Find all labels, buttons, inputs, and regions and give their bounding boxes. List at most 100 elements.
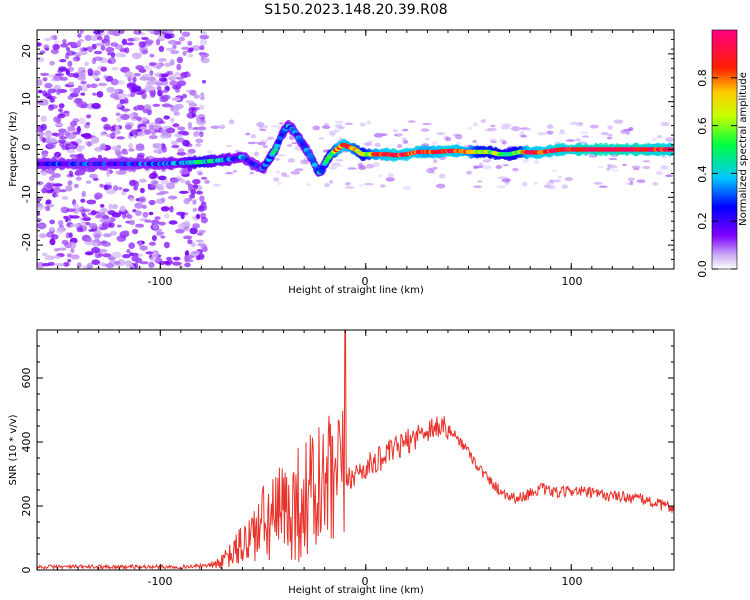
heatmap-noise-cell <box>51 173 61 178</box>
heatmap-noise-cell <box>37 211 41 216</box>
heatmap-noise-cell <box>274 158 280 161</box>
heatmap-noise-cell <box>522 181 528 187</box>
heatmap-noise-cell <box>134 262 139 269</box>
heatmap-noise-cell <box>58 67 68 72</box>
heatmap-noise-cell <box>121 53 127 58</box>
heatmap-noise-cell <box>287 158 296 163</box>
heatmap-noise-cell <box>387 172 394 178</box>
heatmap-noise-cell <box>167 39 178 45</box>
heatmap-noise-cell <box>51 234 59 240</box>
heatmap-noise-cell <box>81 213 88 218</box>
heatmap-noise-cell <box>42 263 50 267</box>
heatmap-noise-cell <box>168 195 178 200</box>
heatmap-noise-cell <box>59 59 67 63</box>
heatmap-noise-cell <box>537 132 547 136</box>
heatmap-noise-cell <box>600 132 609 136</box>
heatmap-noise-cell <box>93 50 103 55</box>
heatmap-noise-cell <box>85 122 91 126</box>
heatmap-noise-cell <box>422 122 432 126</box>
heatmap-noise-cell <box>80 87 88 92</box>
heatmap-noise-cell <box>306 183 312 187</box>
heatmap-noise-cell <box>520 134 528 138</box>
heatmap-noise-cell <box>142 211 149 218</box>
heatmap-noise-cell <box>165 182 176 190</box>
heatmap-noise-cell <box>219 124 225 129</box>
heatmap-noise-cell <box>91 247 101 254</box>
heatmap-noise-cell <box>115 125 120 132</box>
heatmap-noise-cell <box>608 157 618 161</box>
heatmap-noise-cell <box>117 80 125 85</box>
heatmap-noise-cell <box>92 242 99 247</box>
heatmap-noise-cell <box>86 262 94 269</box>
heatmap-ytick-label-neg20: -20 <box>20 233 33 251</box>
heatmap-noise-cell <box>598 185 608 188</box>
snr-xtick-label-0: 0 <box>362 575 369 588</box>
heatmap-noise-cell <box>402 185 412 190</box>
heatmap-noise-cell <box>88 228 95 232</box>
heatmap-noise-cell <box>500 125 511 130</box>
heatmap-noise-cell <box>65 185 73 192</box>
heatmap-noise-cell <box>60 206 68 213</box>
heatmap-noise-cell <box>147 64 153 71</box>
heatmap-noise-cell <box>57 220 64 226</box>
heatmap-noise-cell <box>192 250 201 254</box>
heatmap-noise-cell <box>91 136 100 144</box>
heatmap-noise-cell <box>181 46 190 50</box>
heatmap-noise-cell <box>50 137 58 144</box>
heatmap-noise-cell <box>169 80 178 86</box>
heatmap-noise-cell <box>200 176 208 180</box>
heatmap-noise-cell <box>204 179 210 184</box>
heatmap-noise-cell <box>385 177 395 182</box>
heatmap-noise-cell <box>139 178 147 183</box>
heatmap-noise-cell <box>57 247 67 251</box>
heatmap-noise-cell <box>126 214 133 220</box>
heatmap-noise-cell <box>131 52 142 59</box>
heatmap-noise-cell <box>185 100 195 104</box>
heatmap-noise-cell <box>82 132 92 140</box>
heatmap-noise-cell <box>189 194 196 199</box>
heatmap-noise-cell <box>623 128 632 132</box>
heatmap-noise-cell <box>107 210 116 216</box>
heatmap-noise-cell <box>435 183 446 189</box>
heatmap-noise-cell <box>199 39 208 46</box>
heatmap-noise-cell <box>121 190 127 196</box>
heatmap-noise-cell <box>502 164 509 167</box>
heatmap-noise-cell <box>67 125 76 132</box>
heatmap-noise-cell <box>90 210 97 216</box>
snr-ytick-label-0: 0 <box>20 567 33 574</box>
heatmap-noise-cell <box>80 80 87 85</box>
heatmap-ytick-label-0: 0 <box>20 144 33 151</box>
heatmap-noise-cell <box>195 138 204 144</box>
heatmap-ytick-label-20: 20 <box>20 44 33 58</box>
heatmap-noise-cell <box>52 35 58 41</box>
heatmap-noise-cell <box>75 138 83 144</box>
heatmap-noise-cell <box>91 102 101 109</box>
heatmap-noise-cell <box>42 137 46 143</box>
heatmap-noise-cell <box>486 127 497 132</box>
heatmap-noise-cell <box>606 136 613 140</box>
heatmap-noise-cell <box>56 88 61 96</box>
heatmap-noise-cell <box>421 143 430 147</box>
heatmap-noise-cell <box>534 159 539 164</box>
heatmap-noise-cell <box>82 265 88 269</box>
heatmap-noise-cell <box>196 232 204 236</box>
heatmap-noise-cell <box>103 75 108 79</box>
heatmap-noise-cell <box>40 170 48 176</box>
heatmap-noise-cell <box>77 47 84 51</box>
heatmap-noise-cell <box>184 262 191 268</box>
heatmap-noise-cell <box>111 66 119 71</box>
heatmap-noise-cell <box>144 219 152 223</box>
heatmap-noise-cell <box>173 111 180 116</box>
colorbar-tick-label-04: 0.4 <box>696 165 709 183</box>
heatmap-noise-cell <box>92 70 101 76</box>
heatmap-noise-cell <box>44 255 55 261</box>
heatmap-noise-cell <box>200 212 207 220</box>
heatmap-noise-cell <box>116 103 123 108</box>
heatmap-noise-cell <box>52 183 63 187</box>
heatmap-noise-cell <box>66 253 72 258</box>
heatmap-noise-cell <box>593 181 603 185</box>
heatmap-noise-cell <box>108 203 113 210</box>
heatmap-noise-cell <box>225 172 234 175</box>
heatmap-noise-cell <box>522 158 530 163</box>
